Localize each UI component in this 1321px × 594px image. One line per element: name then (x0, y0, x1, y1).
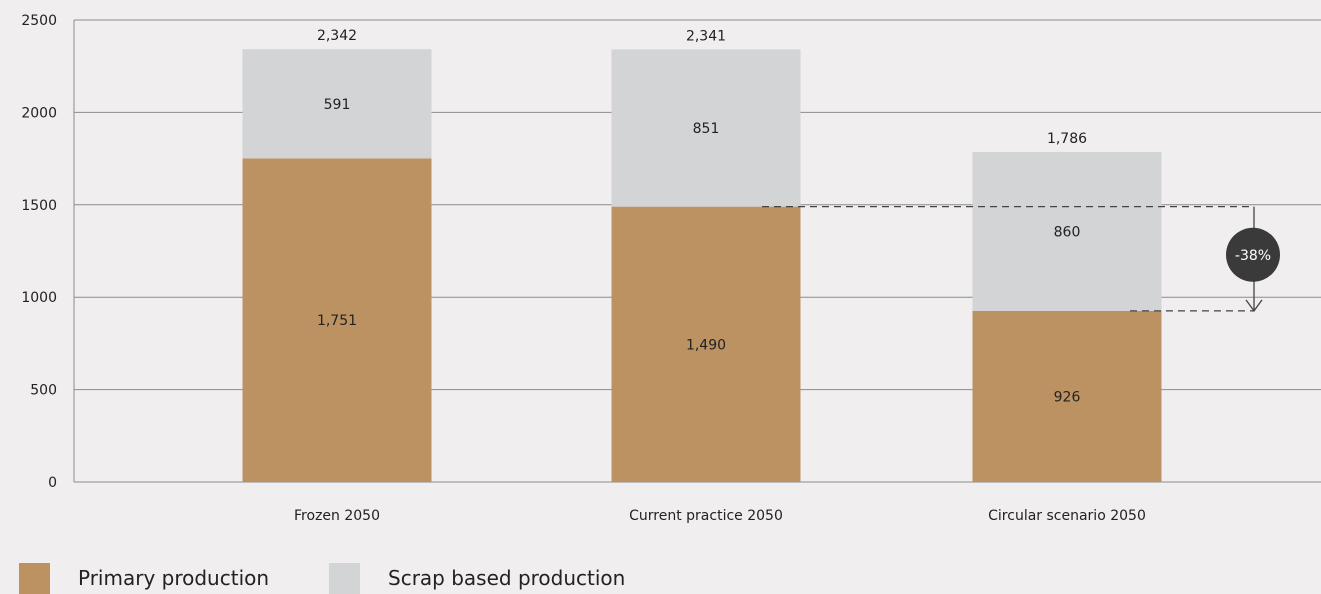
reduction-badge-label: -38% (1235, 248, 1271, 264)
category-label: Circular scenario 2050 (988, 508, 1146, 524)
y-tick-label: 1500 (21, 198, 57, 214)
reduction-badge (1226, 227, 1280, 282)
y-tick-label: 2000 (21, 105, 57, 121)
bars (242, 49, 1162, 482)
y-axis-ticks: 0 500 1000 1500 2000 2500 (21, 13, 57, 491)
segment-value-label: 1,751 (317, 313, 357, 329)
y-tick-label: 1000 (21, 290, 57, 306)
bar-primary-production (611, 206, 801, 482)
total-value-label: 2,341 (686, 28, 726, 44)
legend-swatch-scrap (329, 563, 360, 594)
x-axis-labels: Frozen 2050 Current practice 2050 Circular… (294, 508, 1146, 524)
legend-item-primary: Primary production (19, 563, 269, 594)
bar-scrap-based-production (242, 49, 432, 159)
bar-chart: 0 500 1000 1500 2000 2500 1,751 591 2,342 1,490 8… (21, 13, 1321, 524)
total-value-label: 1,786 (1047, 131, 1087, 147)
legend-swatch-primary (19, 563, 50, 594)
bar-primary-production (972, 310, 1162, 482)
reduction-arrow-head (1245, 299, 1263, 312)
bar-primary-production (242, 158, 432, 482)
legend-item-scrap: Scrap based production (329, 563, 625, 594)
segment-value-label: 1,490 (686, 337, 726, 353)
category-label: Frozen 2050 (294, 508, 380, 524)
segment-value-label: 591 (324, 97, 351, 113)
segment-value-label: 851 (693, 121, 720, 137)
total-value-label: 2,342 (317, 28, 357, 44)
category-label: Current practice 2050 (629, 508, 783, 524)
y-tick-label: 2500 (21, 13, 57, 29)
reduction-annotation: -38% (762, 205, 1280, 312)
legend-label-scrap: Scrap based production (388, 566, 626, 590)
bar-scrap-based-production (611, 49, 801, 207)
legend-label-primary: Primary production (78, 566, 270, 590)
y-tick-label: 0 (48, 475, 57, 491)
data-labels: 1,751 591 2,342 1,490 851 2,341 926 860 1,786 (317, 28, 1087, 405)
segment-value-label: 926 (1054, 389, 1081, 405)
y-tick-label: 500 (30, 383, 57, 399)
legend: Primary production Scrap based productio… (0, 563, 1321, 594)
segment-value-label: 860 (1054, 224, 1081, 240)
bar-scrap-based-production (972, 151, 1162, 311)
